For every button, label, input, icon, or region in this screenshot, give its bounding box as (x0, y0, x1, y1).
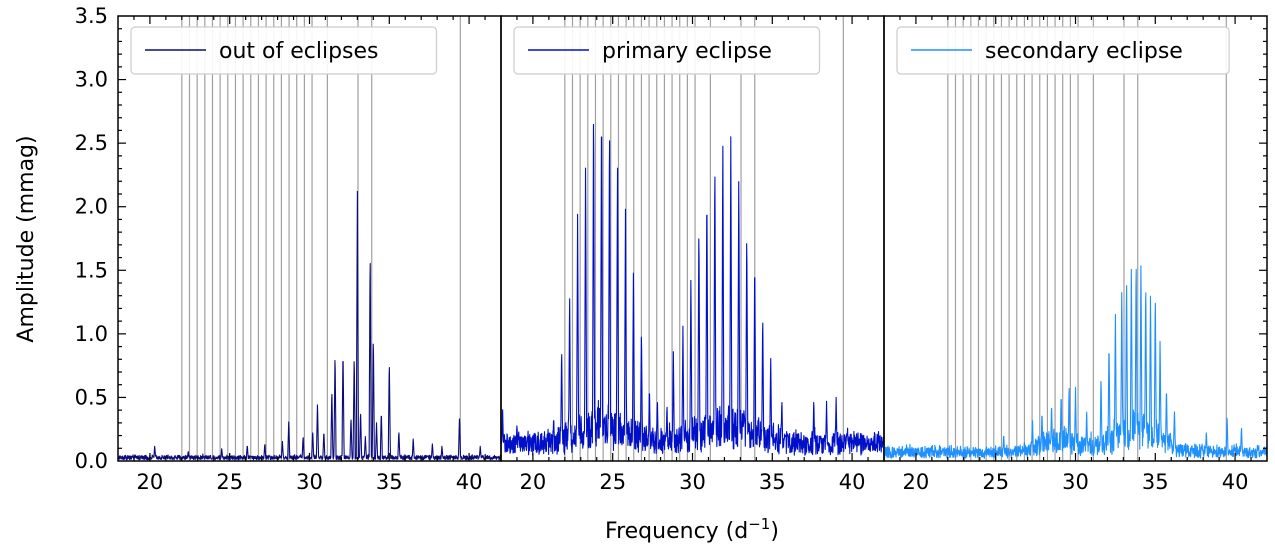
x-tick-label: 40 (839, 470, 866, 494)
y-tick-label: 1.5 (75, 258, 108, 282)
panel-frame (500, 15, 885, 462)
y-tick-label: 2.0 (75, 195, 108, 219)
y-tick-label: 1.0 (75, 322, 108, 346)
x-tick-label: 35 (376, 470, 403, 494)
y-axis: 0.0 0.5 1.0 1.5 2.0 2.5 3.0 3.5 (75, 4, 126, 473)
x-tick-label: 30 (1062, 470, 1089, 494)
panel-3: 20 25 30 35 40 secondary eclipse (883, 15, 1268, 494)
x-tick-label: 30 (679, 470, 706, 494)
x-axis-label-sup: −1 (748, 515, 770, 533)
panel-1: 20 25 30 35 40 out of eclipses (117, 15, 502, 494)
y-tick-label: 0.0 (75, 449, 108, 473)
panel-2: 20 25 30 35 40 primary eclipse (500, 15, 885, 494)
y-axis-label: Amplitude (mmag) (14, 135, 39, 342)
spectrum-line (884, 265, 1267, 459)
legend-box (130, 26, 438, 75)
panel-frame (117, 15, 502, 462)
legend-box (896, 26, 1230, 75)
x-ticks: 20 25 30 35 40 (516, 16, 869, 494)
right-y-ticks (1259, 28, 1267, 449)
reference-lines (181, 16, 461, 461)
spectrum-line (118, 190, 501, 461)
x-tick-label: 30 (296, 470, 323, 494)
legend-label: secondary eclipse (985, 39, 1183, 64)
panels-layer: 20 25 30 35 40 out of eclipses 20 25 30 35 40 prima… (117, 15, 1268, 494)
y-tick-label: 0.5 (75, 385, 108, 409)
x-ticks: 20 25 30 35 40 (899, 16, 1252, 494)
legend: secondary eclipse (896, 26, 1230, 75)
x-axis-label: Frequency (d−1) (605, 515, 779, 544)
legend-label: primary eclipse (602, 39, 772, 64)
x-tick-label: 20 (137, 470, 164, 494)
x-tick-label: 25 (982, 470, 1009, 494)
spectrum-line (501, 123, 884, 456)
x-axis-label-close: ) (770, 519, 779, 544)
y-tick-label: 3.5 (75, 4, 108, 28)
x-tick-label: 25 (216, 470, 243, 494)
x-tick-label: 25 (599, 470, 626, 494)
x-tick-label: 20 (520, 470, 547, 494)
x-tick-label: 40 (1222, 470, 1249, 494)
legend-label: out of eclipses (219, 39, 379, 64)
x-ticks: 20 25 30 35 40 (133, 16, 486, 494)
legend-box (513, 26, 821, 75)
x-tick-label: 20 (903, 470, 930, 494)
reference-lines (947, 16, 1227, 461)
legend: primary eclipse (513, 26, 821, 75)
legend: out of eclipses (130, 26, 438, 75)
y-tick-label: 3.0 (75, 68, 108, 92)
reference-lines (564, 16, 844, 461)
x-tick-label: 35 (1142, 470, 1169, 494)
x-axis-label-main: Frequency (d (605, 519, 748, 544)
y-tick-label: 2.5 (75, 131, 108, 155)
x-tick-label: 40 (456, 470, 483, 494)
x-tick-label: 35 (759, 470, 786, 494)
